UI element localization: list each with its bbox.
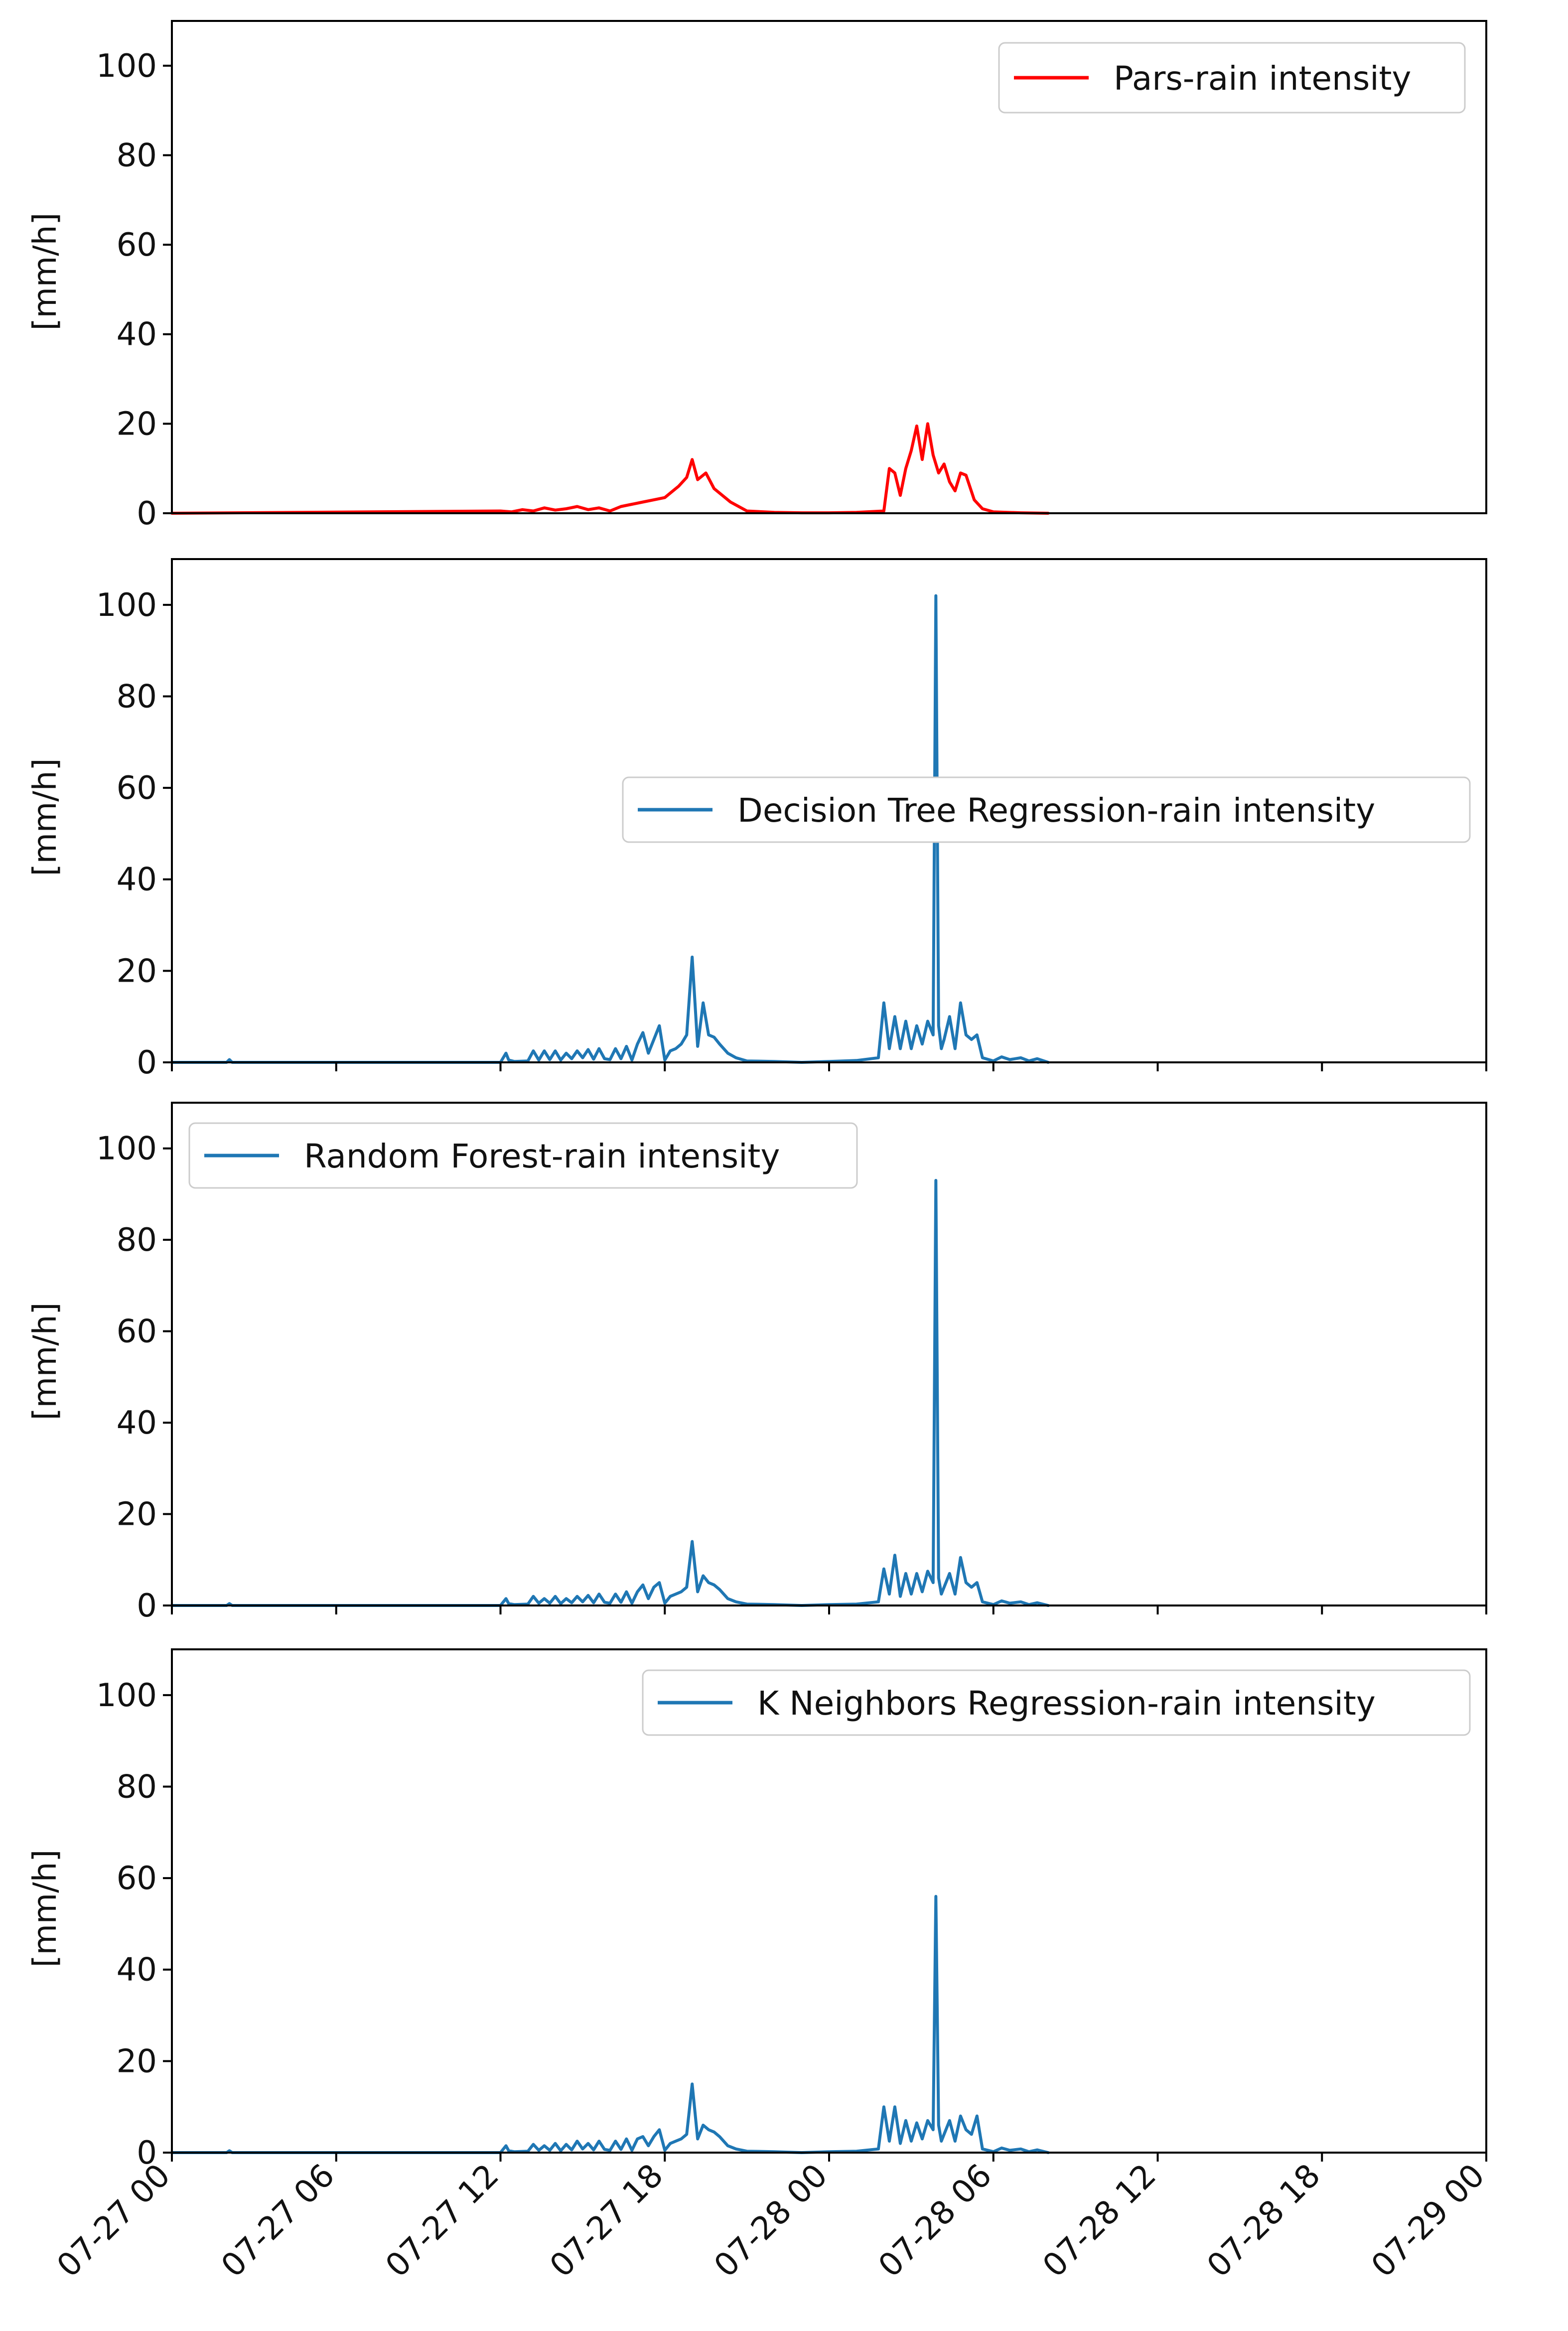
y-tick-label: 40 bbox=[117, 1952, 157, 1989]
y-tick-label: 60 bbox=[117, 1313, 157, 1350]
y-tick-label: 20 bbox=[117, 1496, 157, 1533]
y-tick-label: 0 bbox=[137, 1044, 157, 1081]
y-tick-label: 60 bbox=[117, 770, 157, 807]
legend-box bbox=[998, 42, 1466, 114]
series-line bbox=[170, 1178, 1050, 1607]
y-tick-label: 0 bbox=[137, 2135, 157, 2172]
legend: Decision Tree Regression-rain intensity bbox=[622, 776, 1471, 843]
y-tick-label: 60 bbox=[117, 227, 157, 264]
y-tick-label: 20 bbox=[117, 2043, 157, 2080]
y-tick-label: 0 bbox=[137, 1588, 157, 1624]
legend-box bbox=[622, 776, 1471, 843]
legend: K Neighbors Regression-rain intensity bbox=[642, 1669, 1471, 1736]
y-tick-label: 20 bbox=[117, 953, 157, 990]
axes-frame bbox=[171, 20, 1487, 514]
legend: Pars-rain intensity bbox=[998, 42, 1466, 114]
y-tick-label: 40 bbox=[117, 1405, 157, 1442]
y-axis-label: [mm/h] bbox=[27, 758, 64, 876]
panel-k-neighbors: [mm/h] 0 20 40 60 80 100 K Neighbors Regressi… bbox=[27, 1648, 1487, 2172]
y-tick-label: 100 bbox=[96, 1677, 157, 1714]
y-axis-label: [mm/h] bbox=[27, 1850, 64, 1968]
y-tick-label: 40 bbox=[117, 316, 157, 353]
series-line bbox=[170, 1894, 1050, 2154]
panel-random-forest: [mm/h] 0 20 40 60 80 100 Random Forest-rain i… bbox=[27, 1102, 1487, 1624]
y-tick-label: 20 bbox=[117, 406, 157, 442]
y-axis-label: [mm/h] bbox=[27, 213, 64, 331]
y-tick-label: 0 bbox=[137, 495, 157, 532]
legend-label: Random Forest-rain intensity bbox=[304, 1137, 780, 1175]
y-tick-label: 100 bbox=[96, 587, 157, 624]
y-tick-label: 80 bbox=[117, 1222, 157, 1259]
legend-box bbox=[188, 1122, 858, 1189]
y-axis-label: [mm/h] bbox=[27, 1303, 64, 1421]
y-tick-label: 80 bbox=[117, 1768, 157, 1805]
plot-area: 0 20 40 60 80 100 bbox=[96, 20, 1487, 532]
panel-pars: [mm/h] 0 20 40 60 80 100 Pars-rain intensity bbox=[27, 20, 1487, 532]
series-line bbox=[170, 594, 1050, 1064]
legend-label: Decision Tree Regression-rain intensity bbox=[737, 791, 1375, 830]
legend: Random Forest-rain intensity bbox=[188, 1122, 858, 1189]
y-tick-label: 80 bbox=[117, 137, 157, 174]
series-line bbox=[170, 422, 1050, 515]
y-tick-label: 100 bbox=[96, 1131, 157, 1167]
y-tick-label: 40 bbox=[117, 862, 157, 898]
panel-decision-tree: [mm/h] 0 20 40 60 80 100 Decision Tree Regres… bbox=[27, 558, 1487, 1081]
y-tick-label: 80 bbox=[117, 678, 157, 715]
plot-area: 0 20 40 60 80 100 bbox=[96, 558, 1487, 1081]
legend-label: K Neighbors Regression-rain intensity bbox=[757, 1684, 1376, 1723]
y-tick-label: 100 bbox=[96, 48, 157, 85]
y-tick-label: 60 bbox=[117, 1860, 157, 1897]
legend-label: Pars-rain intensity bbox=[1114, 59, 1411, 98]
plot-area: 0 20 40 60 80 100 bbox=[96, 1102, 1487, 1624]
legend-box bbox=[642, 1669, 1471, 1736]
plot-area: 0 20 40 60 80 100 bbox=[96, 1648, 1487, 2172]
